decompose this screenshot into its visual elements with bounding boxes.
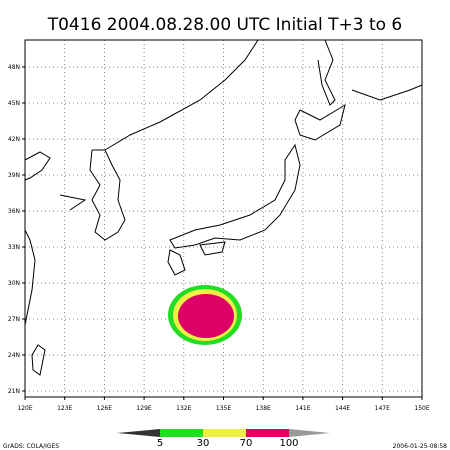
korea (89, 149, 126, 241)
colorbar-box (160, 429, 203, 437)
lon-label: 120E (17, 405, 32, 412)
coast (59, 194, 87, 211)
colorbar-label: 70 (240, 438, 253, 449)
lon-label: 141E (295, 405, 310, 412)
lat-label: 39N (8, 172, 20, 179)
colorbar-high (289, 429, 330, 437)
shikoku (199, 241, 226, 256)
lon-label: 147E (375, 405, 390, 412)
lat-label: 42N (8, 136, 20, 143)
lon-label: 129E (136, 405, 151, 412)
lon-label: 150E (414, 405, 429, 412)
area-70-100 (178, 294, 234, 338)
colorbar (117, 429, 330, 437)
coast (104, 39, 259, 151)
timestamp: 2006-01-25-08:58 (393, 443, 448, 450)
lon-label: 123E (57, 405, 72, 412)
lon-label: 132E (176, 405, 191, 412)
lon-label: 126E (97, 405, 112, 412)
hokkaido (294, 103, 346, 141)
lat-label: 36N (8, 208, 20, 215)
credit: GrADS: COLA/IGES (3, 443, 59, 450)
coast (24, 229, 36, 326)
colorbar-label: 30 (197, 438, 210, 449)
kuril-islands (351, 84, 423, 101)
taiwan (31, 344, 46, 376)
title: T0416 2004.08.28.00 UTC Initial T+3 to 6 (47, 15, 403, 35)
colorbar-label: 100 (279, 438, 298, 449)
lon-label: 135E (216, 405, 231, 412)
coastlines (24, 39, 423, 376)
lon-label: 138E (256, 405, 271, 412)
lat-label: 45N (8, 100, 20, 107)
sakhalin (317, 39, 336, 106)
colorbar-low (117, 429, 160, 437)
colorbar-box (246, 429, 289, 437)
coast (24, 151, 51, 181)
colorbar-label: 5 (157, 438, 163, 449)
colorbar-box (203, 429, 246, 437)
probability-area (168, 285, 242, 345)
kyushu (167, 249, 186, 276)
lon-label: 144E (335, 405, 350, 412)
lat-label: 48N (8, 64, 20, 71)
honshu (169, 143, 301, 249)
lat-label: 21N (8, 388, 20, 395)
lat-label: 30N (8, 280, 20, 287)
lat-label: 27N (8, 316, 20, 323)
lat-label: 33N (8, 244, 20, 251)
lat-label: 24N (8, 352, 20, 359)
